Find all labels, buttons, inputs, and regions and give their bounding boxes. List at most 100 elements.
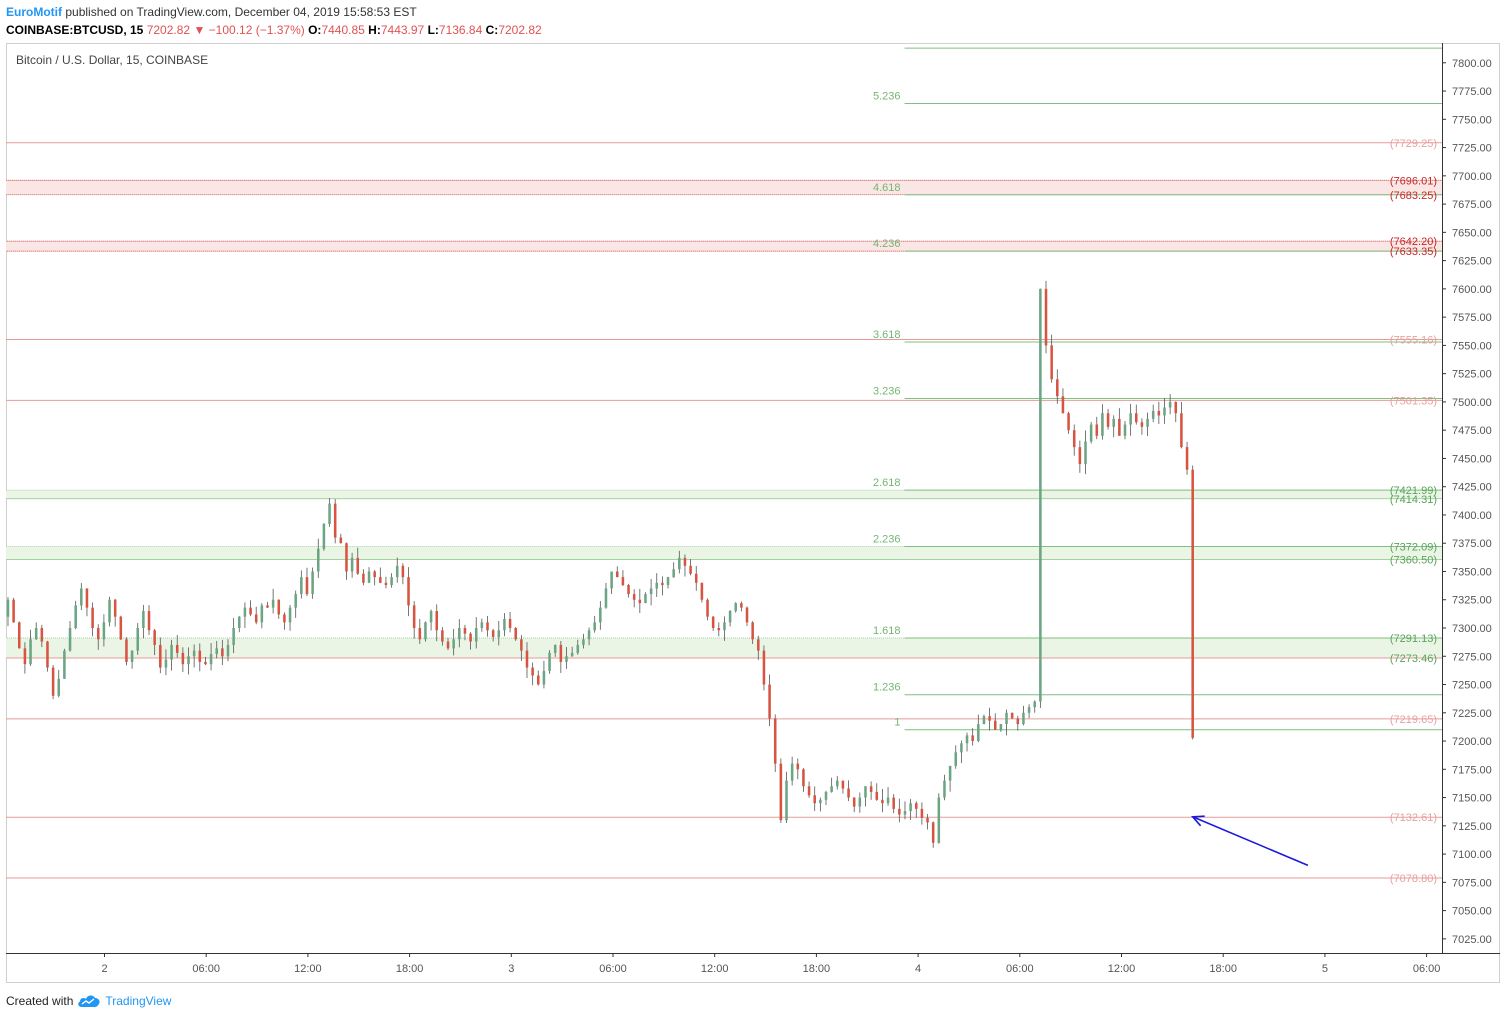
candle-body bbox=[181, 652, 185, 665]
candle-body bbox=[830, 786, 833, 792]
candle-body bbox=[503, 618, 506, 631]
candle-body bbox=[779, 763, 783, 821]
high-value: 7443.97 bbox=[380, 23, 425, 37]
candle-body bbox=[1112, 418, 1115, 427]
candle-body bbox=[666, 577, 670, 586]
candle-body bbox=[283, 614, 286, 623]
open-label: O: bbox=[308, 23, 322, 37]
y-tick-label: 7800.00 bbox=[1452, 58, 1492, 70]
candle-body bbox=[311, 571, 314, 595]
y-tick-label: 7300.00 bbox=[1452, 623, 1492, 635]
candle-body bbox=[221, 648, 224, 657]
candle-body bbox=[914, 803, 918, 809]
candle-body bbox=[40, 628, 44, 642]
candle-body bbox=[57, 678, 61, 696]
y-tick-label: 7625.00 bbox=[1452, 256, 1492, 268]
candle-body bbox=[553, 644, 557, 653]
y-tick-label: 7075.00 bbox=[1452, 877, 1492, 889]
x-tick-label: 12:00 bbox=[701, 963, 729, 975]
candle-body bbox=[17, 622, 21, 649]
candle-body bbox=[802, 769, 805, 787]
candle-body bbox=[1061, 396, 1065, 414]
chart-area[interactable]: 5.236 4.618 4.236 3.618 3.236 2.618 2.236 1.618… bbox=[6, 43, 1500, 983]
candle-body bbox=[570, 652, 574, 657]
tradingview-link[interactable]: TradingView bbox=[105, 994, 172, 1008]
candle-body bbox=[142, 611, 145, 628]
candle-body bbox=[1135, 413, 1138, 423]
candle-body bbox=[1129, 413, 1132, 425]
candle-body bbox=[723, 622, 726, 631]
candle-body bbox=[768, 684, 771, 719]
candle-body bbox=[1101, 413, 1104, 436]
candle-body bbox=[474, 628, 478, 642]
candle-body bbox=[153, 630, 156, 645]
candle-body bbox=[587, 630, 591, 640]
price-level-label: (7555.16) bbox=[1390, 335, 1437, 347]
candle-body bbox=[424, 622, 427, 640]
y-tick-label: 7250.00 bbox=[1452, 680, 1492, 692]
author-link[interactable]: EuroMotif bbox=[6, 5, 62, 19]
candle-body bbox=[373, 571, 376, 578]
x-tick-label: 3 bbox=[508, 963, 514, 975]
candle-body bbox=[655, 582, 659, 589]
chart-header: EuroMotif published on TradingView.com, … bbox=[6, 4, 1496, 42]
candle-body bbox=[345, 543, 348, 572]
fib-ratio-label: 1.618 bbox=[873, 625, 901, 637]
candle-body bbox=[610, 571, 613, 589]
candle-body bbox=[1044, 288, 1048, 346]
fib-ratio-label: 4.618 bbox=[873, 182, 901, 194]
symbol-line: COINBASE:BTCUSD, 15 7202.82 ▼ −100.12 (−… bbox=[6, 22, 542, 39]
fib-ratio-label: 1.236 bbox=[873, 682, 901, 694]
price-level-label: (7633.35) bbox=[1390, 246, 1437, 258]
candle-body bbox=[1185, 447, 1189, 470]
candle-body bbox=[102, 622, 106, 640]
y-tick-label: 7450.00 bbox=[1452, 453, 1492, 465]
candle-body bbox=[435, 611, 439, 631]
candle-body bbox=[593, 622, 596, 631]
x-tick-label: 4 bbox=[915, 963, 921, 975]
candle-body bbox=[627, 585, 630, 595]
y-tick-label: 7200.00 bbox=[1452, 736, 1492, 748]
x-tick-label: 18:00 bbox=[1209, 963, 1237, 975]
candle-body bbox=[1005, 712, 1008, 725]
candle-body bbox=[514, 628, 517, 640]
x-tick-label: 2 bbox=[101, 963, 107, 975]
candle-body bbox=[463, 628, 467, 634]
candle-body bbox=[745, 607, 749, 623]
candle-body bbox=[1067, 413, 1070, 431]
candle-body bbox=[869, 786, 873, 792]
candle-body bbox=[813, 795, 816, 804]
price-level-label: (7414.31) bbox=[1390, 494, 1437, 506]
candle-body bbox=[785, 780, 788, 821]
fib-ratio-label: 2.236 bbox=[873, 534, 901, 546]
high-label: H: bbox=[368, 23, 381, 37]
y-tick-label: 7550.00 bbox=[1452, 340, 1492, 352]
candle-body bbox=[582, 639, 585, 645]
price-level-label: (7078.80) bbox=[1390, 873, 1437, 885]
candle-body bbox=[136, 628, 140, 651]
candle-body bbox=[858, 797, 862, 807]
y-tick-label: 7375.00 bbox=[1452, 538, 1492, 550]
candle-body bbox=[119, 616, 123, 640]
y-tick-label: 7325.00 bbox=[1452, 595, 1492, 607]
candle-body bbox=[412, 605, 416, 628]
candle-body bbox=[937, 797, 941, 843]
price-chart[interactable]: 5.236 4.618 4.236 3.618 3.236 2.618 2.236 1.618… bbox=[6, 43, 1500, 983]
candle-body bbox=[85, 588, 89, 608]
y-tick-label: 7500.00 bbox=[1452, 397, 1492, 409]
candle-body bbox=[63, 650, 66, 679]
candle-body bbox=[520, 639, 523, 651]
y-tick-label: 7475.00 bbox=[1452, 425, 1492, 437]
candle-body bbox=[187, 656, 190, 665]
candle-body bbox=[418, 628, 422, 640]
y-tick-label: 7750.00 bbox=[1452, 114, 1492, 126]
candle-body bbox=[192, 650, 196, 657]
y-tick-label: 7400.00 bbox=[1452, 510, 1492, 522]
candle-body bbox=[852, 797, 856, 807]
candle-body bbox=[728, 611, 732, 623]
candle-body bbox=[1010, 712, 1014, 719]
publish-line: EuroMotif published on TradingView.com, … bbox=[6, 4, 417, 21]
candle-body bbox=[254, 614, 258, 623]
tradingview-cloud-icon bbox=[78, 995, 100, 1007]
candle-body bbox=[717, 628, 721, 631]
